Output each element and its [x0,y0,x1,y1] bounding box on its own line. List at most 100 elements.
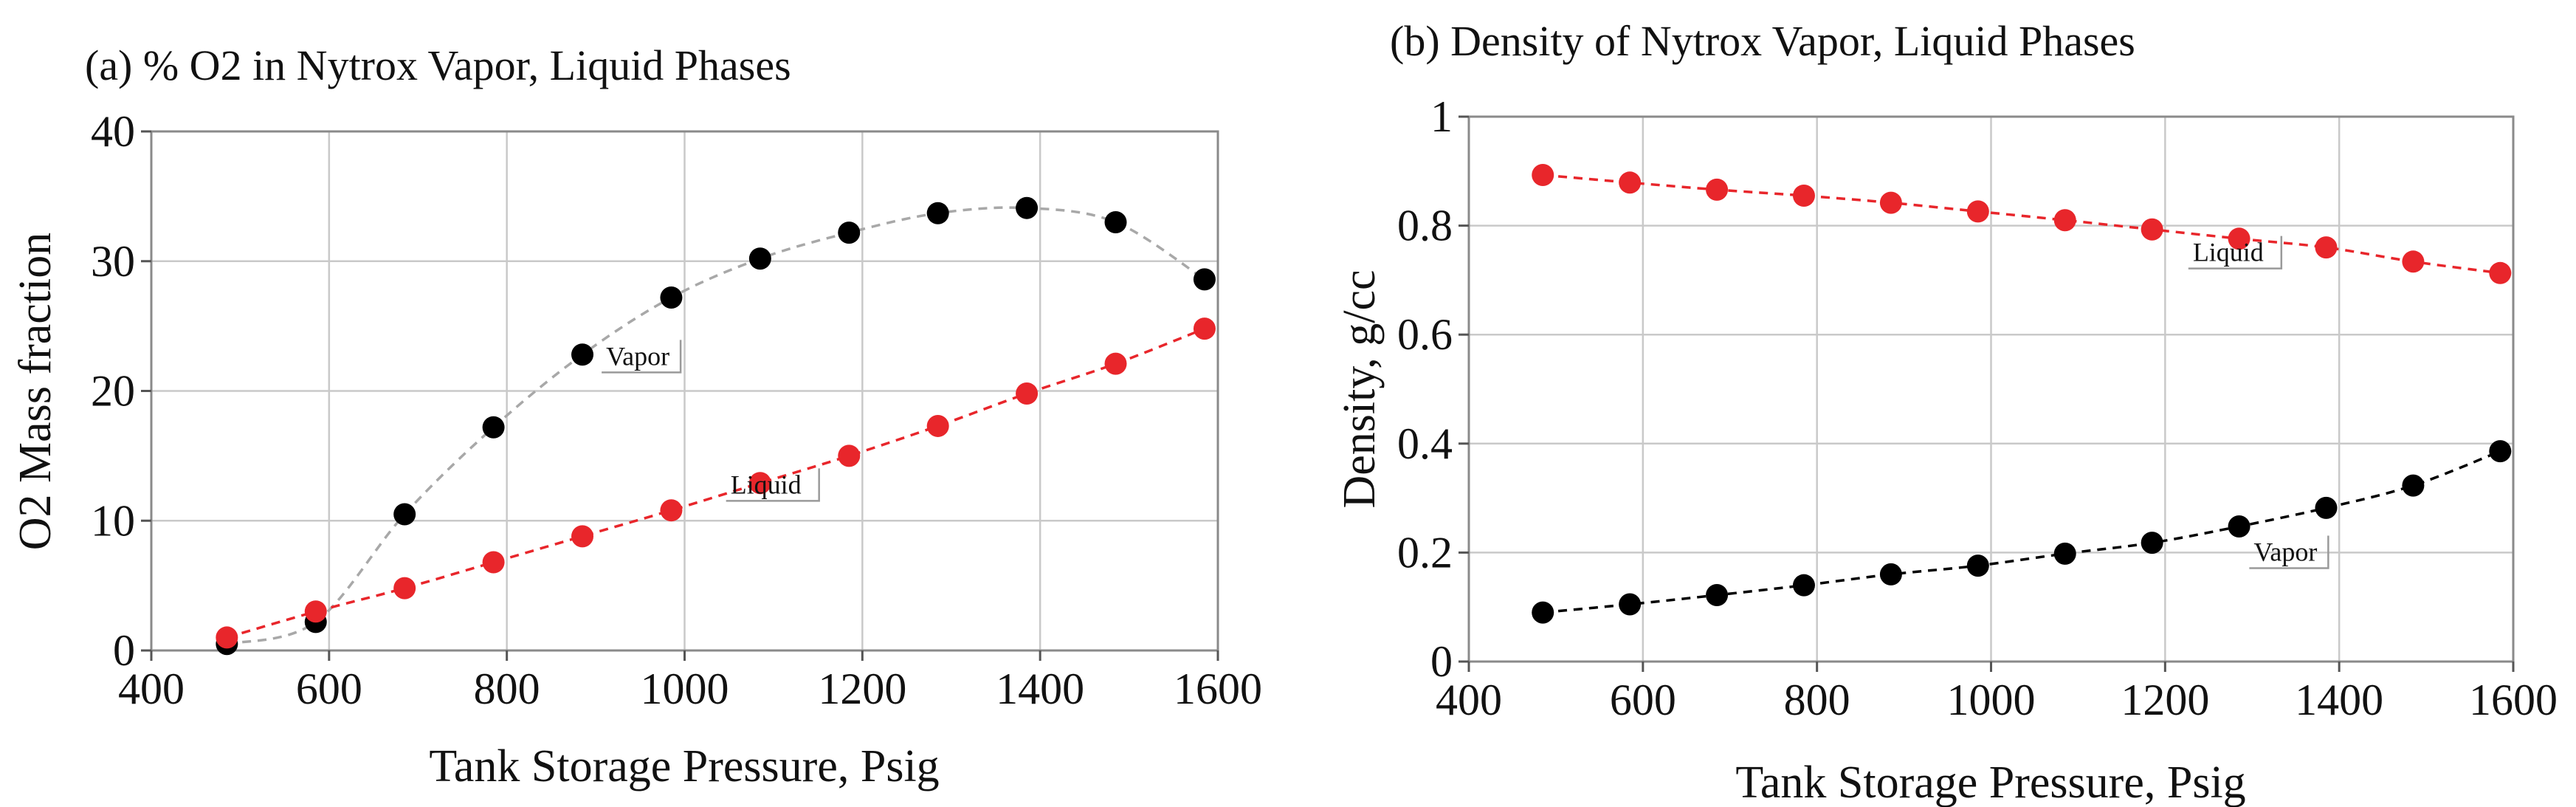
panel-b-vapor-point [1966,554,1989,577]
panel-a-liquid-point [1016,382,1039,405]
panel-b-liquid-point [1879,191,1902,214]
panel-a-liquid-point [926,414,949,437]
panel-b-x-tick-label: 1000 [1947,676,2036,724]
panel-b-annotation-vapor: Vapor [2249,535,2329,569]
panel-a-annotation-liquid: Liquid [726,468,820,502]
panel-b-annotation-border [2249,535,2329,569]
panel-a-y-axis-label: O2 Mass fraction [10,233,61,550]
panel-b-annotation-border [2188,236,2283,269]
panel-a-annotation-text: Vapor [606,341,669,371]
panel-a-o2-fraction: (a) % O2 in Nytrox Vapor, Liquid Phases … [10,41,1262,791]
panel-b-liquid-point [1966,200,1989,223]
panel-b-x-tick-label: 400 [1436,676,1502,724]
panel-a-liquid-point [1193,317,1216,340]
panel-b-liquid-point [2315,236,2338,259]
panel-b-vapor-point [2053,542,2076,565]
panel-a-y-tick-label: 20 [91,367,135,416]
panel-a-vapor-point [1016,196,1039,219]
panel-b-y-tick-label: 0.6 [1397,310,1453,359]
panel-a-liquid-point [1104,352,1127,375]
panel-a-vapor-point [571,343,594,366]
panel-b-vapor-point [1532,601,1554,624]
panel-b-vapor-point [1619,593,1642,616]
panel-b-annotation-text: Vapor [2253,537,2317,566]
panel-a-title: (a) % O2 in Nytrox Vapor, Liquid Phases [85,41,791,89]
panel-b-vapor-point [2402,474,2425,497]
panel-b-liquid-point [1792,185,1815,207]
panel-a-points [216,196,1216,656]
panel-a-annotation-text: Liquid [731,470,802,499]
panel-b-x-tick-label: 800 [1784,676,1850,724]
panel-b-vapor-point [1879,563,1902,585]
panel-b-annotation-text: Liquid [2193,238,2264,267]
panel-b-liquid-trend-curve [1543,174,2501,275]
panel-a-liquid-point [838,444,861,467]
panel-a-y-tick-label: 30 [91,237,135,286]
panel-b-liquid-point [1706,178,1729,201]
panel-a-x-tick-label: 600 [296,665,362,713]
panel-a-annotation-border [726,468,820,502]
panel-b-annotations: Liquid Vapor [2188,236,2329,569]
panel-b-x-tick-label: 1200 [2121,676,2209,724]
panel-a-y-ticks: 0 10 20 30 40 [91,107,151,675]
panel-a-y-tick-label: 40 [91,107,135,156]
panel-a-x-tick-label: 1400 [996,665,1084,713]
panel-b-x-tick-label: 600 [1610,676,1676,724]
panel-b-density: (b) Density of Nytrox Vapor, Liquid Phas… [1335,17,2558,807]
panel-a-liquid-point [571,525,594,548]
panel-a-liquid-trend-curve [226,327,1205,639]
panel-a-x-tick-label: 1600 [1174,665,1262,713]
panel-b-y-tick-label: 0.4 [1397,419,1453,468]
panel-b-gridlines [1469,117,2513,662]
panel-b-vapor-point [2315,496,2338,519]
panel-b-vapor-point [2141,532,2163,554]
panel-b-x-tick-label: 1400 [2295,676,2383,724]
panel-b-vapor-point [1706,583,1729,606]
panel-a-liquid-point [304,600,327,623]
panel-a-vapor-point [482,416,505,439]
panel-a-annotations: Vapor Liquid [602,340,820,502]
panel-a-x-tick-label: 1000 [641,665,729,713]
panel-b-curves [1543,174,2501,614]
panel-b-vapor-trend-curve [1543,450,2501,614]
panel-a-liquid-point [482,551,505,574]
panel-a-x-axis-label: Tank Storage Pressure, Psig [429,741,939,791]
panel-b-y-tick-label: 0 [1430,637,1453,686]
panel-a-liquid-point [216,626,238,649]
panel-b-liquid-point [2228,227,2250,250]
panel-a-vapor-point [393,503,416,526]
panel-a-x-tick-label: 1200 [818,665,906,713]
panel-a-liquid-point [660,499,683,522]
panel-b-annotation-liquid: Liquid [2188,236,2283,269]
panel-a-liquid-point [748,472,771,495]
panel-b-y-tick-label: 1 [1430,92,1453,141]
panel-b-title: (b) Density of Nytrox Vapor, Liquid Phas… [1390,17,2135,65]
panel-a-vapor-point [660,286,683,309]
panel-b-vapor-point [2228,515,2250,538]
panel-a-annotation-border [602,340,682,374]
panel-b-y-tick-label: 0.2 [1397,528,1453,577]
panel-b-liquid-point [1619,171,1642,194]
panel-a-y-tick-label: 10 [91,496,135,545]
panel-b-y-ticks: 0 0.2 0.4 0.6 0.8 1 [1397,92,1469,686]
panel-b-y-tick-label: 0.8 [1397,202,1453,250]
panel-b-liquid-point [2489,261,2512,284]
panel-a-curves [226,206,1205,645]
panel-b-liquid-point [2141,218,2163,241]
panel-b-liquid-point [1532,163,1554,186]
panel-b-liquid-point [2402,250,2425,273]
panel-b-liquid-point [2053,209,2076,232]
panel-b-x-tick-label: 1600 [2469,676,2558,724]
panel-a-x-ticks: 400 600 800 1000 1200 1400 1600 [118,650,1262,713]
panel-b-vapor-point [1792,574,1815,597]
panel-a-vapor-trend-curve [226,206,1205,645]
panel-a-annotation-vapor: Vapor [602,340,682,374]
panel-a-x-tick-label: 800 [474,665,540,713]
panel-b-points [1532,163,2512,624]
panel-a-vapor-point [1193,268,1216,291]
panel-a-vapor-point [926,202,949,224]
panel-a-gridlines [151,131,1218,650]
panel-a-vapor-point [1104,211,1127,234]
panel-a-vapor-point [838,222,861,244]
panel-b-x-ticks: 400 600 800 1000 1200 1400 1600 [1436,662,2558,724]
